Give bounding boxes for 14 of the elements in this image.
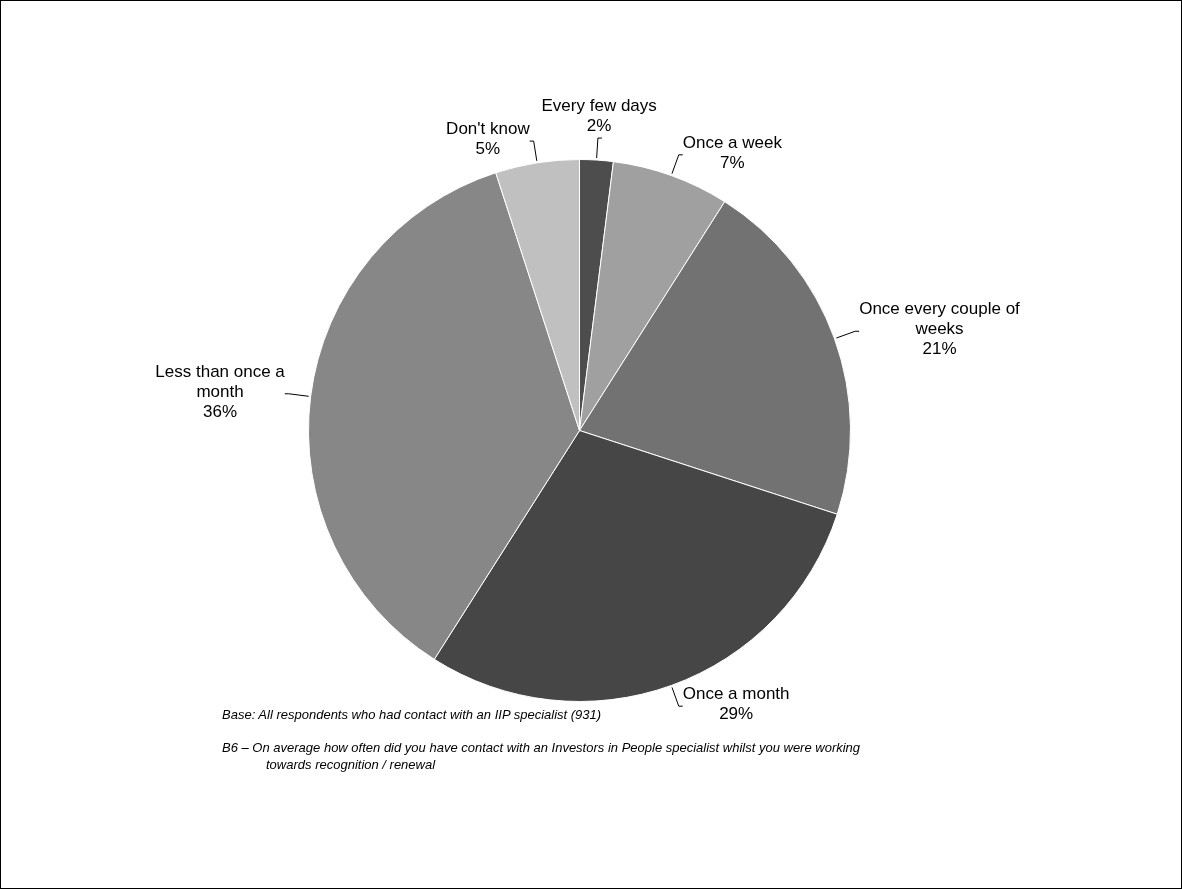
- data-label: 2%: [586, 116, 612, 136]
- data-label: 7%: [720, 153, 745, 173]
- text: B6 – On average how often did you have contact with an Investors in People specialist whilst you were working towards recognition / renewal: [222, 739, 862, 773]
- slice-label: Every few days: [541, 96, 657, 116]
- slice-label: Once a month: [682, 684, 790, 704]
- data-label: 29%: [719, 704, 754, 724]
- slice-label: Once every couple of weeks: [859, 299, 1021, 339]
- slice-label: Once a week: [682, 133, 783, 153]
- slice-label: Don't know: [446, 119, 531, 139]
- data-label: 36%: [203, 401, 238, 421]
- data-label: 5%: [475, 139, 501, 159]
- data-label: 21%: [922, 339, 957, 359]
- text: Base: All respondents who had contact with an IIP specialist (931): [222, 707, 602, 722]
- slice-label: Less than once a month: [155, 361, 286, 401]
